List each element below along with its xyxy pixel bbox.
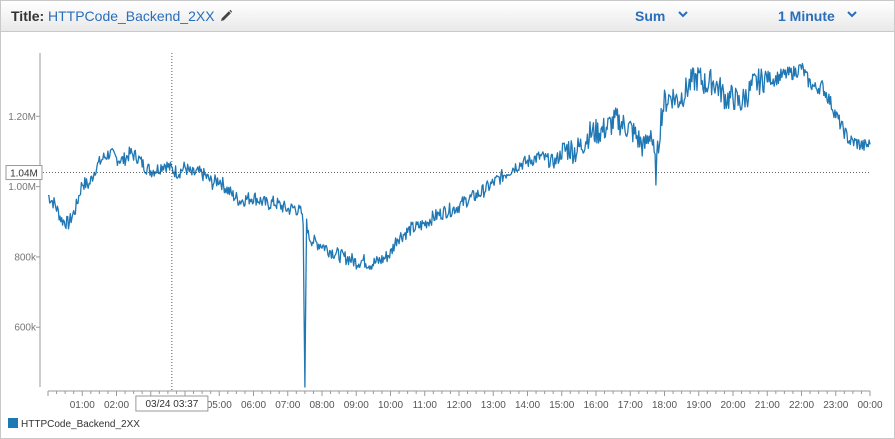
x-tick-label: 02:00 [104,400,129,411]
x-tick-label: 16:00 [583,400,608,411]
x-tick-label: 07:00 [275,400,300,411]
x-tick-label: 17:00 [618,400,643,411]
chevron-down-icon[interactable] [678,10,688,18]
y-tick-label: 800k [14,252,37,263]
period-dropdown[interactable]: 1 Minute [778,8,835,24]
x-tick-label: 06:00 [241,400,266,411]
x-tick-label: 01:00 [70,400,95,411]
crosshair-value-box [5,165,43,181]
x-tick-label: 09:00 [344,400,369,411]
x-tick-label: 22:00 [789,400,814,411]
crosshair: 1.04M 03/24 03:37 [5,53,870,412]
legend-swatch [8,418,18,428]
x-tick-label: 08:00 [309,400,334,411]
title-label: Title: [11,8,45,24]
y-tick-label: 600k [14,323,37,334]
pencil-icon[interactable] [219,9,233,23]
x-tick-label: 15:00 [549,400,574,411]
series-line-httpcode-backend-2xx [47,62,871,388]
x-tick-label: 19:00 [686,400,711,411]
title-value[interactable]: HTTPCode_Backend_2XX [48,8,215,24]
chevron-down-icon[interactable] [847,10,857,18]
widget-header: Title: HTTPCode_Backend_2XX Sum 1 Minute [1,1,894,32]
y-axis: 600k 800k 1.00M 1.20M [8,53,41,387]
y-tick-label: 1.20M [8,112,36,123]
x-tick-label: 12:00 [446,400,471,411]
x-tick-label: 05:00 [207,400,232,411]
x-tick-label: 00:00 [857,400,882,411]
x-tick-label: 21:00 [755,400,780,411]
x-tick-label: 20:00 [720,400,745,411]
x-tick-label: 18:00 [652,400,677,411]
statistic-dropdown[interactable]: Sum [635,8,666,24]
y-tick-label: 1.00M [8,182,36,193]
legend: HTTPCode_Backend_2XX [8,418,140,430]
legend-label: HTTPCode_Backend_2XX [21,419,140,430]
series-layer [47,62,871,388]
x-tick-label: 14:00 [515,400,540,411]
x-tick-label: 11:00 [413,400,438,411]
crosshair-value-label: 1.04M [10,169,38,180]
x-tick-label: 13:00 [481,400,506,411]
x-tick-label: 23:00 [823,400,848,411]
crosshair-time-box [135,395,209,412]
x-tick-label: 10:00 [378,400,403,411]
crosshair-time-label: 03/24 03:37 [145,399,198,410]
